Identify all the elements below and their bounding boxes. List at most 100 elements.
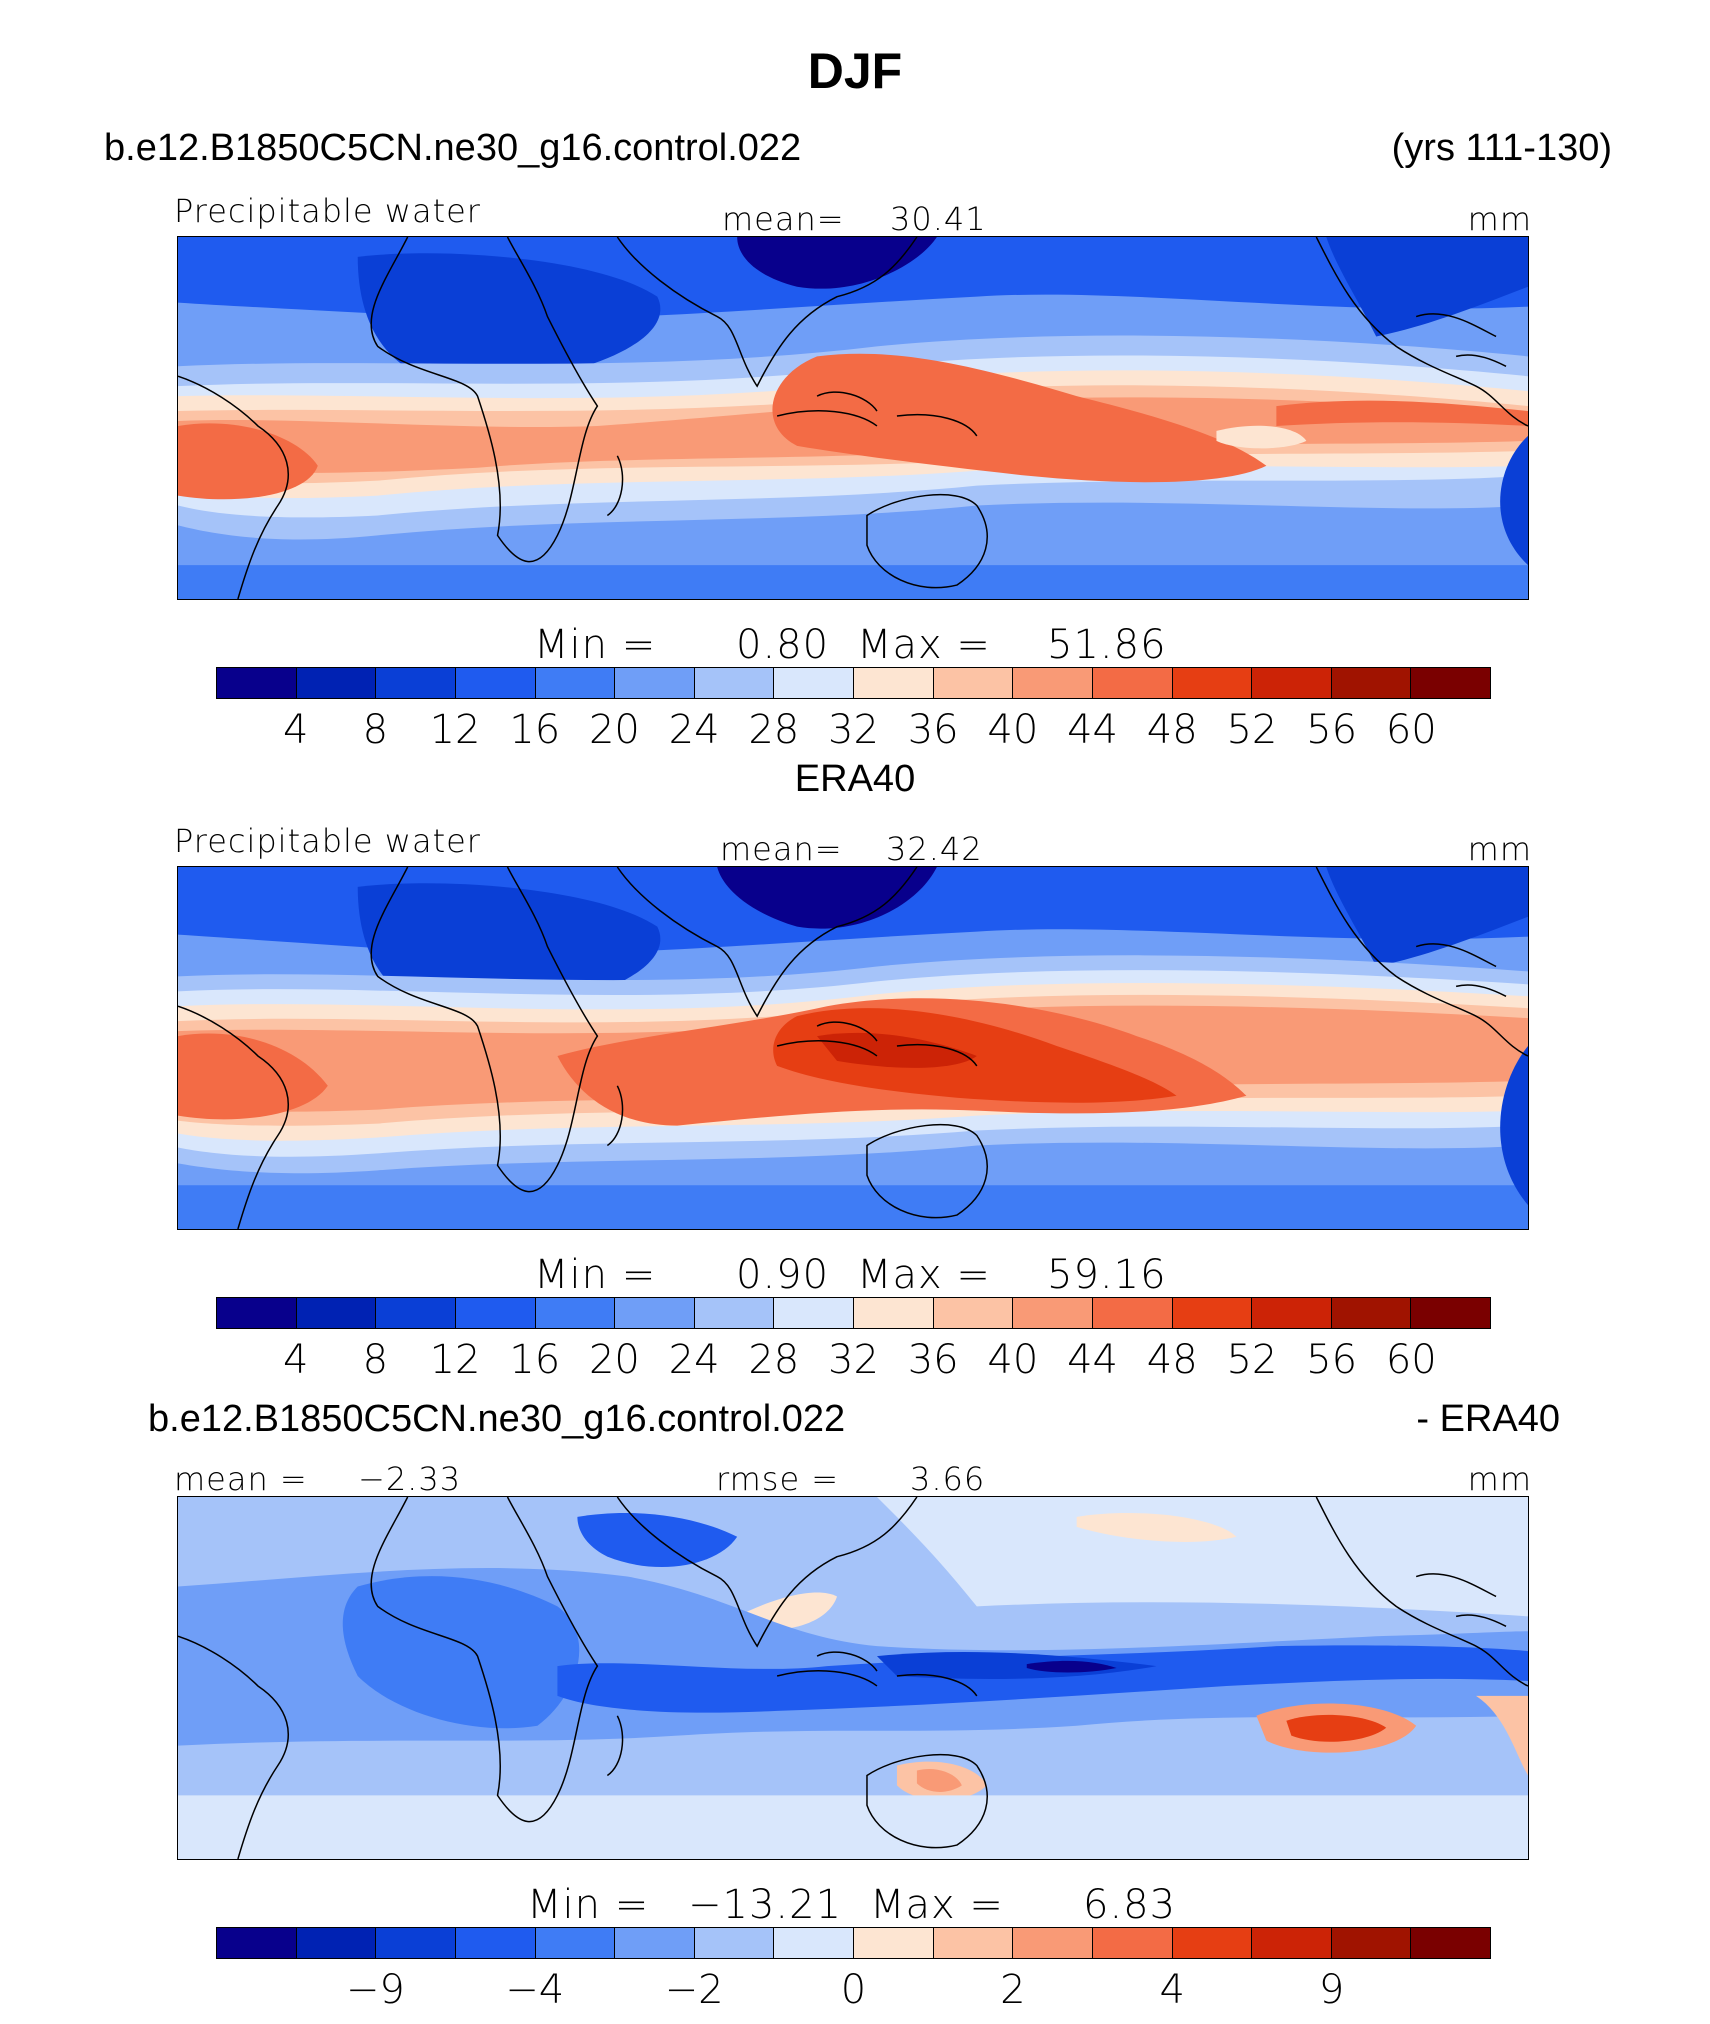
panel1-mean-value: 30.41: [890, 200, 987, 238]
colorbar-tick-label: 36: [907, 707, 959, 753]
colorbar-swatch: [1331, 1298, 1412, 1328]
panel3-rmse-label: rmse =: [716, 1460, 840, 1498]
colorbar-swatch: [296, 1298, 377, 1328]
panel3-map: [177, 1496, 1529, 1860]
colorbar-swatch: [376, 1298, 456, 1328]
colorbar-tick-label: 40: [987, 707, 1039, 753]
colorbar-tick-label: −4: [505, 1967, 565, 2013]
colorbar-tick-label: 48: [1146, 1337, 1198, 1383]
colorbar-swatch: [1013, 668, 1093, 698]
figure-title: DJF: [807, 43, 903, 99]
panel1-min-label: Min =: [534, 622, 657, 668]
colorbar-swatch: [1331, 1928, 1412, 1958]
panel1-min-value: 0.80: [736, 622, 830, 668]
colorbar-swatch: [217, 1298, 297, 1328]
colorbar-tick-label: 8: [362, 1337, 389, 1383]
panel2-variable: Precipitable water: [174, 822, 481, 860]
panel3-min-label: Min =: [527, 1882, 650, 1928]
panel3-max-label: Max =: [870, 1882, 1004, 1928]
colorbar-swatch: [694, 1298, 775, 1328]
panel2-mean-value: 32.42: [886, 830, 983, 868]
colorbar-swatch: [1331, 668, 1412, 698]
colorbar-tick-label: 4: [1159, 1967, 1185, 2013]
panel2-units: mm: [1467, 830, 1532, 868]
colorbar-swatch: [615, 1928, 695, 1958]
colorbar-swatch: [1172, 1298, 1253, 1328]
colorbar-swatch: [455, 1928, 536, 1958]
colorbar-tick-label: −9: [345, 1967, 405, 2013]
panel1-units: mm: [1467, 200, 1532, 238]
colorbar-swatch: [455, 1298, 536, 1328]
colorbar-swatch: [1252, 1298, 1332, 1328]
panel1-mean-label: mean=: [722, 200, 845, 238]
colorbar-tick-label: 8: [362, 707, 389, 753]
colorbar-tick-label: 32: [828, 1337, 879, 1383]
colorbar-swatch: [376, 668, 456, 698]
colorbar-tick-label: 28: [748, 707, 800, 753]
colorbar-swatch: [1092, 1928, 1173, 1958]
panel1-case-name: b.e12.B1850C5CN.ne30_g16.control.022: [104, 127, 802, 169]
colorbar-tick-label: 60: [1385, 1337, 1437, 1383]
colorbar-tick-label: 9: [1318, 1967, 1345, 2013]
colorbar-swatch: [1092, 1298, 1173, 1328]
colorbar-swatch: [535, 668, 616, 698]
colorbar-tick-label: 12: [429, 1337, 481, 1383]
colorbar-swatch: [694, 668, 775, 698]
colorbar-tick-label: 4: [282, 1337, 309, 1383]
colorbar-tick-label: 24: [668, 1337, 720, 1383]
panel1-years: (yrs 111-130): [1391, 127, 1612, 169]
colorbar-tick-label: 44: [1067, 1337, 1119, 1383]
colorbar-swatch: [1411, 668, 1490, 698]
colorbar-swatch: [217, 668, 297, 698]
colorbar-tick-label: 36: [907, 1337, 959, 1383]
colorbar-tick-label: 44: [1067, 707, 1119, 753]
colorbar-tick-label: 2: [1000, 1967, 1026, 2013]
colorbar-swatch: [217, 1928, 297, 1958]
colorbar-tick-label: 56: [1306, 1337, 1358, 1383]
colorbar-tick-label: 4: [282, 707, 309, 753]
colorbar-swatch: [1092, 668, 1173, 698]
panel1-max-label: Max =: [857, 622, 991, 668]
panel2-map: [177, 866, 1529, 1230]
panel3-max-value: 6.83: [1083, 1882, 1177, 1928]
panel3-mean-value: −2.33: [358, 1460, 462, 1498]
colorbar-swatch: [854, 1928, 934, 1958]
panel1-colorbar: [216, 667, 1491, 699]
panel3-min-value: −13.21: [688, 1882, 843, 1928]
colorbar-tick-label: −2: [664, 1967, 724, 2013]
colorbar-tick-label: 28: [748, 1337, 800, 1383]
colorbar-tick-label: 0: [840, 1967, 867, 2013]
panel3-case-name: b.e12.B1850C5CN.ne30_g16.control.022: [148, 1398, 846, 1440]
panel2-case-name: ERA40: [794, 758, 916, 800]
panel2-min-label: Min =: [534, 1252, 657, 1298]
colorbar-swatch: [455, 668, 536, 698]
colorbar-swatch: [933, 668, 1014, 698]
colorbar-tick-label: 52: [1226, 707, 1278, 753]
colorbar-swatch: [854, 1298, 934, 1328]
colorbar-tick-label: 20: [588, 1337, 640, 1383]
panel1-max-value: 51.86: [1047, 622, 1167, 668]
colorbar-swatch: [535, 1298, 616, 1328]
colorbar-swatch: [774, 1298, 854, 1328]
colorbar-tick-label: 16: [509, 707, 561, 753]
panel3-units: mm: [1467, 1460, 1532, 1498]
colorbar-tick-label: 32: [828, 707, 879, 753]
colorbar-swatch: [1172, 1928, 1253, 1958]
colorbar-tick-label: 60: [1385, 707, 1437, 753]
colorbar-tick-label: 56: [1306, 707, 1358, 753]
colorbar-swatch: [1252, 1928, 1332, 1958]
colorbar-swatch: [615, 668, 695, 698]
panel2-mean-label: mean=: [720, 830, 843, 868]
panel3-mean-label: mean =: [174, 1460, 308, 1498]
colorbar-swatch: [535, 1928, 616, 1958]
panel2-colorbar: [216, 1297, 1491, 1329]
colorbar-swatch: [933, 1298, 1014, 1328]
colorbar-tick-label: 16: [509, 1337, 561, 1383]
colorbar-swatch: [774, 1928, 854, 1958]
colorbar-swatch: [1172, 668, 1253, 698]
colorbar-swatch: [1411, 1928, 1490, 1958]
panel3-minus-label: - ERA40: [1416, 1398, 1560, 1440]
colorbar-tick-label: 52: [1226, 1337, 1278, 1383]
colorbar-tick-label: 20: [588, 707, 640, 753]
panel2-max-label: Max =: [857, 1252, 991, 1298]
